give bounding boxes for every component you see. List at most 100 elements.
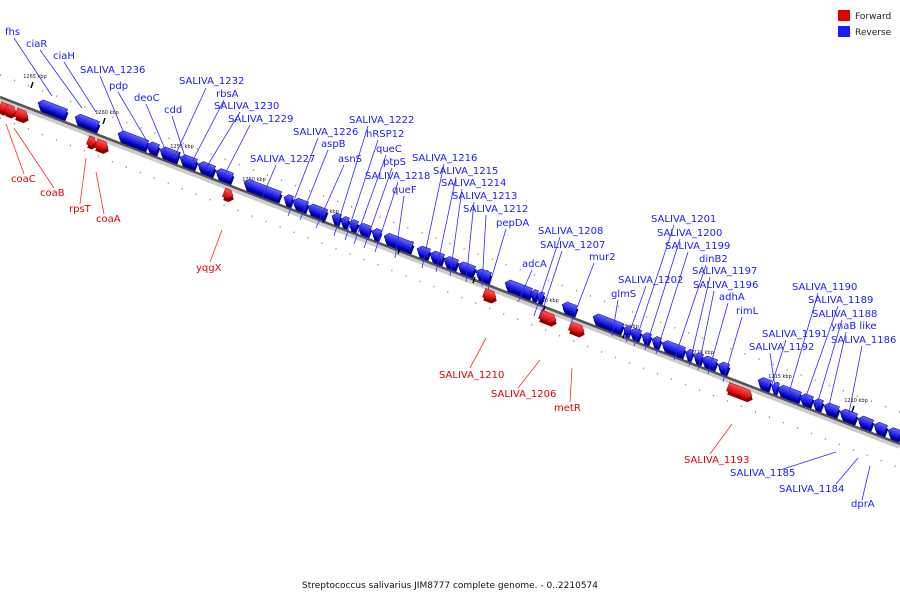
gene-shape-saliva-1213[interactable]	[455, 260, 477, 279]
gene-shape-dinb2[interactable]	[659, 339, 687, 360]
gene-shape-hrsp12[interactable]	[338, 215, 351, 230]
gene-label-saliva-1193[interactable]: SALIVA_1193	[684, 455, 749, 466]
gene-label-quec[interactable]: queC	[376, 144, 402, 155]
gene-label-saliva-1190[interactable]: SALIVA_1190	[792, 282, 857, 293]
gene-label-rpst[interactable]: rpsT	[69, 204, 92, 215]
gene-label-coaa[interactable]: coaA	[96, 214, 121, 225]
gene-shape-coab2[interactable]	[13, 107, 31, 125]
gene-shape-saliva-1184[interactable]	[871, 421, 889, 438]
gene-label-mur2[interactable]: mur2	[589, 252, 616, 263]
gene-label-saliva-1232[interactable]: SALIVA_1232	[179, 76, 244, 87]
leader-line	[633, 224, 675, 347]
gene-shape-saliva-1185[interactable]	[855, 415, 875, 432]
gene-label-coac[interactable]: coaC	[11, 174, 36, 185]
gene-shape-dpra[interactable]	[885, 426, 900, 443]
gene-label-ciar[interactable]: ciaR	[26, 39, 47, 50]
gene-label-dinb2[interactable]: dinB2	[699, 254, 728, 265]
gene-shape-quec[interactable]	[346, 218, 360, 234]
gene-label-saliva-1230[interactable]: SALIVA_1230	[214, 101, 279, 112]
gene-label-ynab-like[interactable]: ynaB like	[831, 321, 877, 332]
gene-label-saliva-1213[interactable]: SALIVA_1213	[452, 191, 517, 202]
gene-shape-saliva-1210[interactable]	[481, 288, 499, 305]
gene-label-saliva-1212[interactable]: SALIVA_1212	[463, 204, 528, 215]
gene-label-saliva-1229[interactable]: SALIVA_1229	[228, 114, 293, 125]
gene-label-asns[interactable]: asnS	[338, 154, 362, 165]
gene-shape-saliva-1188[interactable]	[810, 397, 825, 413]
gene-shape-saliva-1232[interactable]	[195, 160, 217, 179]
gene-label-ciah[interactable]: ciaH	[53, 51, 75, 62]
gene-label-saliva-1216[interactable]: SALIVA_1216	[412, 153, 477, 164]
gene-label-saliva-1210[interactable]: SALIVA_1210	[439, 370, 504, 381]
gene-label-saliva-1197[interactable]: SALIVA_1197	[692, 266, 757, 277]
gene-shape-saliva-1218[interactable]	[369, 227, 383, 243]
gene-shape-saliva-1191[interactable]	[755, 376, 773, 393]
gene-shape-saliva-1193[interactable]	[725, 382, 755, 403]
gene-label-cdd[interactable]: cdd	[164, 105, 182, 116]
gene-label-saliva-1208[interactable]: SALIVA_1208	[538, 226, 603, 237]
gene-label-saliva-1191[interactable]: SALIVA_1191	[762, 329, 827, 340]
leader-line	[569, 367, 573, 403]
gene-label-glms[interactable]: glmS	[611, 289, 636, 300]
gene-shape-glms[interactable]	[590, 312, 625, 336]
gene-label-fhs[interactable]: fhs	[5, 27, 20, 38]
gene-label-saliva-1215[interactable]: SALIVA_1215	[433, 166, 498, 177]
gene-shape-fhs[interactable]	[35, 98, 69, 122]
gene-shape-yqgx[interactable]	[221, 187, 236, 203]
gene-label-saliva-1214[interactable]: SALIVA_1214	[441, 178, 506, 189]
gene-shape-ptps[interactable]	[355, 222, 373, 239]
gene-label-saliva-1200[interactable]: SALIVA_1200	[657, 228, 722, 239]
gene-shape-ciar[interactable]	[72, 113, 101, 134]
gene-label-saliva-1226[interactable]: SALIVA_1226	[293, 127, 358, 138]
gene-label-quef[interactable]: queF	[392, 185, 417, 196]
gene-label-saliva-1199[interactable]: SALIVA_1199	[665, 241, 730, 252]
gene-label-yqgx[interactable]: yqgX	[196, 263, 222, 274]
gene-label-aspb[interactable]: aspB	[321, 139, 346, 150]
gene-label-saliva-1186[interactable]: SALIVA_1186	[831, 335, 896, 346]
gene-label-pepda[interactable]: pepDA	[496, 218, 529, 229]
scale-tick-mark	[472, 276, 476, 284]
gene-shape-coaa[interactable]	[93, 138, 111, 156]
gene-label-riml[interactable]: rimL	[736, 306, 759, 317]
gene-label-saliva-1201[interactable]: SALIVA_1201	[651, 214, 716, 225]
gene-shape-saliva-1192[interactable]	[769, 381, 781, 396]
gene-shape-asns[interactable]	[305, 203, 329, 222]
gene-label-pdp[interactable]: pdp	[109, 81, 128, 92]
gene-label-saliva-1188[interactable]: SALIVA_1188	[812, 309, 877, 320]
gene-label-metr[interactable]: metR	[554, 403, 581, 414]
gene-label-saliva-1189[interactable]: SALIVA_1189	[808, 295, 873, 306]
gene-label-saliva-1184[interactable]: SALIVA_1184	[779, 484, 844, 495]
leader-line	[787, 292, 819, 397]
gene-shape-metr[interactable]	[567, 321, 587, 339]
gene-label-saliva-1196[interactable]: SALIVA_1196	[693, 280, 758, 291]
gene-label-coab[interactable]: coaB	[40, 188, 65, 199]
gene-label-saliva-1192[interactable]: SALIVA_1192	[749, 342, 814, 353]
gene-shape-saliva-1212[interactable]	[473, 267, 493, 285]
gene-label-saliva-1227[interactable]: SALIVA_1227	[250, 154, 315, 165]
gene-shape-saliva-1216[interactable]	[414, 245, 432, 262]
gene-label-ptps[interactable]: ptpS	[383, 157, 406, 168]
gene-label-saliva-1206[interactable]: SALIVA_1206	[491, 389, 556, 400]
gene-shape-pdp[interactable]	[144, 140, 161, 157]
gene-shape-saliva-1222[interactable]	[329, 212, 343, 227]
leader-line	[779, 451, 837, 471]
gene-label-saliva-1207[interactable]: SALIVA_1207	[540, 240, 605, 251]
gene-shape-quef[interactable]	[381, 232, 415, 255]
gene-label-saliva-1236[interactable]: SALIVA_1236	[80, 65, 145, 76]
gene-shape-saliva-1189[interactable]	[797, 392, 815, 409]
gene-label-saliva-1222[interactable]: SALIVA_1222	[349, 115, 414, 126]
gene-label-adca[interactable]: adcA	[522, 259, 547, 270]
gene-label-rbsa[interactable]: rbsA	[216, 89, 239, 100]
gene-label-saliva-1218[interactable]: SALIVA_1218	[365, 171, 430, 182]
gene-label-saliva-1202[interactable]: SALIVA_1202	[618, 275, 683, 286]
gene-shape-coab[interactable]	[3, 103, 19, 120]
gene-shape-ynab-like[interactable]	[821, 401, 841, 419]
gene-label-deoc[interactable]: deoC	[134, 93, 160, 104]
gene-label-saliva-1185[interactable]: SALIVA_1185	[730, 468, 795, 479]
gene-label-adha[interactable]: adhA	[719, 292, 745, 303]
gene-shape-saliva-1214[interactable]	[441, 255, 460, 272]
gene-label-hrsp12[interactable]: hRSP12	[366, 129, 404, 140]
gene-label-dpra[interactable]: dprA	[851, 499, 875, 510]
leader-line	[173, 87, 207, 159]
gene-shape-saliva-1206[interactable]	[537, 309, 559, 328]
